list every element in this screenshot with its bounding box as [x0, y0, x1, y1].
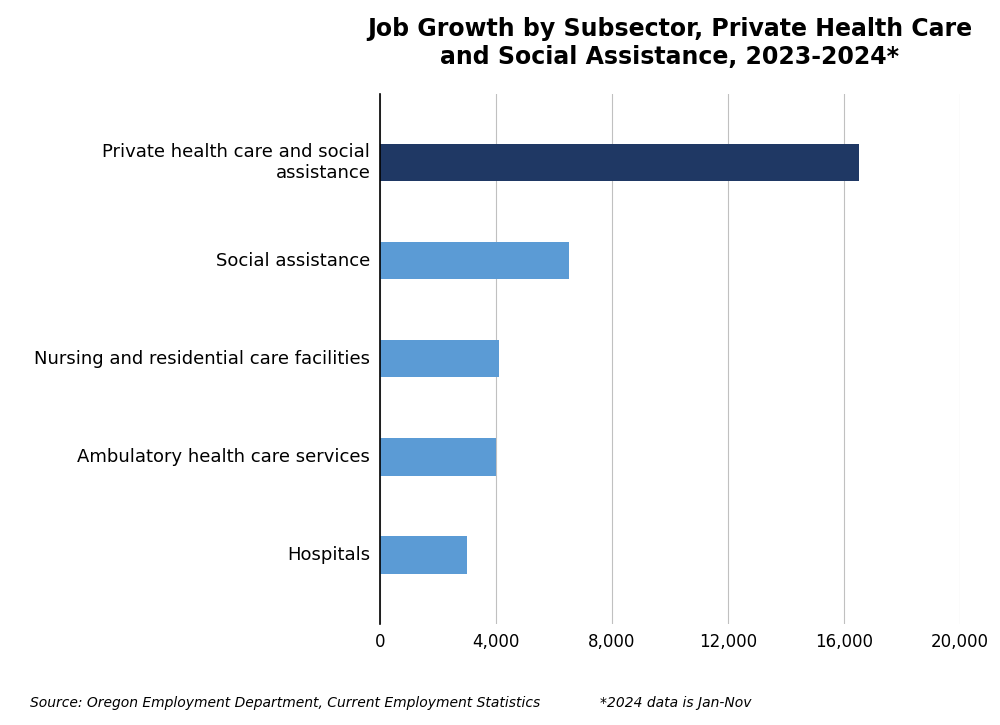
Bar — [380, 242, 568, 279]
Bar — [380, 536, 467, 573]
Text: *2024 data is Jan-Nov: *2024 data is Jan-Nov — [600, 696, 752, 710]
Bar — [380, 144, 858, 181]
Title: Job Growth by Subsector, Private Health Care
and Social Assistance, 2023-2024*: Job Growth by Subsector, Private Health … — [367, 17, 973, 69]
Text: Source: Oregon Employment Department, Current Employment Statistics: Source: Oregon Employment Department, Cu… — [30, 696, 540, 710]
Bar — [380, 340, 499, 378]
Bar — [380, 438, 496, 476]
